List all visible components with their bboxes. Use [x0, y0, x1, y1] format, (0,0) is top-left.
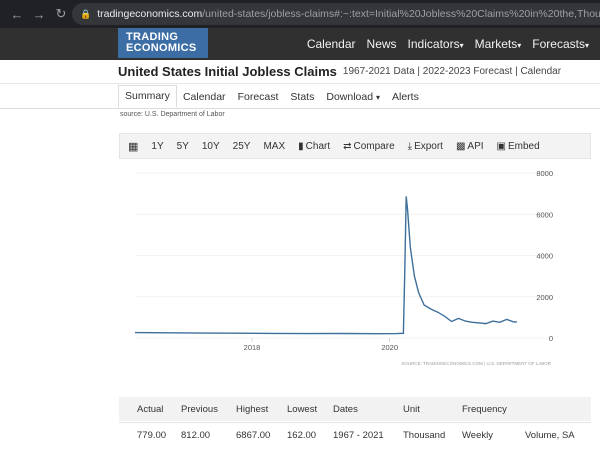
tab-download[interactable]: Download ▾ [320, 91, 386, 108]
nav-indicators-label: Indicators [407, 37, 460, 51]
stat-header-dates: Dates [333, 404, 358, 415]
caret-down-icon: ▾ [517, 41, 522, 50]
stat-header-unit: Unit [403, 404, 420, 415]
bar-chart-icon: ▮ [298, 140, 304, 152]
y-tick-label: 6000 [536, 210, 553, 219]
url-path: /united-states/jobless-claims#:~:text=In… [202, 8, 600, 20]
stat-highest: 6867.00 [236, 430, 271, 441]
nav-markets-label: Markets [474, 37, 518, 51]
nav-indicators[interactable]: Indicators▾ [408, 37, 464, 51]
shuffle-icon: ⇄ [343, 140, 352, 152]
stat-header-frequency: Frequency [462, 404, 507, 415]
stat-header-previous: Previous [181, 404, 218, 415]
embed-button-label: Embed [508, 140, 540, 152]
nav-forecasts[interactable]: Forecasts▾ [532, 37, 589, 51]
stat-frequency: Weekly [462, 430, 493, 441]
range-25y-button[interactable]: 25Y [232, 140, 251, 152]
forward-arrow-icon[interactable]: → [32, 6, 46, 22]
api-button[interactable]: ▩ API [456, 141, 484, 152]
tab-calendar[interactable]: Calendar [182, 91, 226, 103]
caret-down-icon: ▾ [375, 93, 380, 102]
range-10y-button[interactable]: 10Y [201, 140, 220, 152]
stats-value-row: 779.00 812.00 6867.00 162.00 1967 - 2021… [119, 422, 591, 446]
export-button[interactable]: ⤓ Export [408, 141, 443, 152]
reload-icon[interactable]: ↻ [55, 6, 67, 21]
chart-button[interactable]: ▮ Chart [298, 141, 330, 152]
embed-button[interactable]: ▣ Embed [497, 141, 540, 152]
y-tick-label: 8000 [536, 169, 553, 178]
nav-calendar[interactable]: Calendar [306, 37, 356, 51]
series-line [134, 196, 517, 335]
chart-svg: 8000 6000 4000 2000 0 2018 2020 SOURCE: TRADI… [134, 169, 553, 366]
trading-economics-logo[interactable]: TRADING ECONOMICS [118, 28, 208, 58]
compare-button[interactable]: ⇄ Compare [343, 141, 395, 152]
chart-credit: SOURCE: TRADINGECONOMICS.COM | U.S. DEPA… [401, 361, 551, 366]
calendar-icon[interactable]: ▦ [128, 140, 139, 153]
y-tick-label: 4000 [536, 252, 553, 261]
tab-stats[interactable]: Stats [290, 91, 315, 103]
x-tick-label: 2018 [244, 343, 261, 352]
browser-toolbar: ← → ↻ 🔒 tradingeconomics.com /united-sta… [0, 0, 600, 28]
nav-news[interactable]: News [366, 37, 397, 51]
stat-dates: 1967 - 2021 [333, 430, 384, 441]
url-host: tradingeconomics.com [97, 8, 203, 20]
chart-button-label: Chart [305, 140, 331, 152]
y-tick-label: 0 [549, 334, 553, 343]
image-icon: ▣ [496, 140, 506, 152]
page-subtitle: 1967-2021 Data | 2022-2023 Forecast | Ca… [342, 66, 562, 77]
grid-icon: ▩ [455, 140, 466, 152]
stats-table: Actual Previous Highest Lowest Dates Uni… [119, 397, 591, 449]
export-button-label: Export [414, 140, 443, 152]
caret-down-icon: ▾ [459, 41, 464, 50]
tab-summary[interactable]: Summary [118, 85, 177, 108]
stat-header-lowest: Lowest [287, 404, 318, 415]
stat-header-actual: Actual [137, 404, 164, 415]
jobless-claims-chart[interactable]: 8000 6000 4000 2000 0 2018 2020 SOURCE: TRADI… [119, 159, 591, 379]
caret-down-icon: ▾ [584, 41, 589, 50]
range-5y-button[interactable]: 5Y [176, 140, 189, 152]
tab-forecast[interactable]: Forecast [237, 91, 279, 103]
stats-header-row: Actual Previous Highest Lowest Dates Uni… [119, 397, 591, 421]
main-menu: Calendar News Indicators▾ Markets▾ Forec… [307, 28, 600, 60]
tab-alerts[interactable]: Alerts [392, 91, 419, 103]
nav-markets[interactable]: Markets▾ [475, 37, 522, 51]
logo-line1: TRADING [126, 31, 179, 43]
tab-download-label: Download [326, 91, 374, 103]
stat-lowest: 162.00 [287, 430, 317, 441]
download-icon: ⤓ [407, 140, 413, 152]
source-note: source: U.S. Department of Labor [120, 111, 225, 118]
x-tick-label: 2020 [381, 343, 398, 352]
section-tabs: Summary Calendar Forecast Stats Download… [118, 84, 425, 108]
api-button-label: API [467, 140, 484, 152]
site-header: TRADING ECONOMICS Calendar News Indicato… [0, 28, 600, 60]
stat-unit: Thousand [403, 430, 446, 441]
back-arrow-icon[interactable]: ← [10, 6, 24, 22]
stat-header-highest: Highest [236, 404, 269, 415]
stat-previous: 812.00 [181, 430, 211, 441]
logo-line2: ECONOMICS [126, 42, 197, 54]
y-tick-label: 2000 [536, 293, 553, 302]
range-1y-button[interactable]: 1Y [151, 140, 164, 152]
chart-toolbar: ▦ 1Y 5Y 10Y 25Y MAX ▮ Chart ⇄ Compare ⤓ Exp… [119, 133, 591, 159]
address-bar[interactable]: 🔒 tradingeconomics.com /united-states/jo… [72, 3, 600, 25]
page-title: United States Initial Jobless Claims [118, 64, 337, 79]
compare-button-label: Compare [353, 140, 395, 152]
stat-actual: 779.00 [137, 430, 167, 441]
range-max-button[interactable]: MAX [263, 140, 286, 152]
page-header: United States Initial Jobless Claims 196… [0, 60, 600, 84]
stat-type: Volume, SA [525, 430, 575, 441]
lock-icon: 🔒 [80, 8, 92, 19]
nav-forecasts-label: Forecasts [532, 37, 585, 51]
tab-divider [0, 108, 600, 109]
